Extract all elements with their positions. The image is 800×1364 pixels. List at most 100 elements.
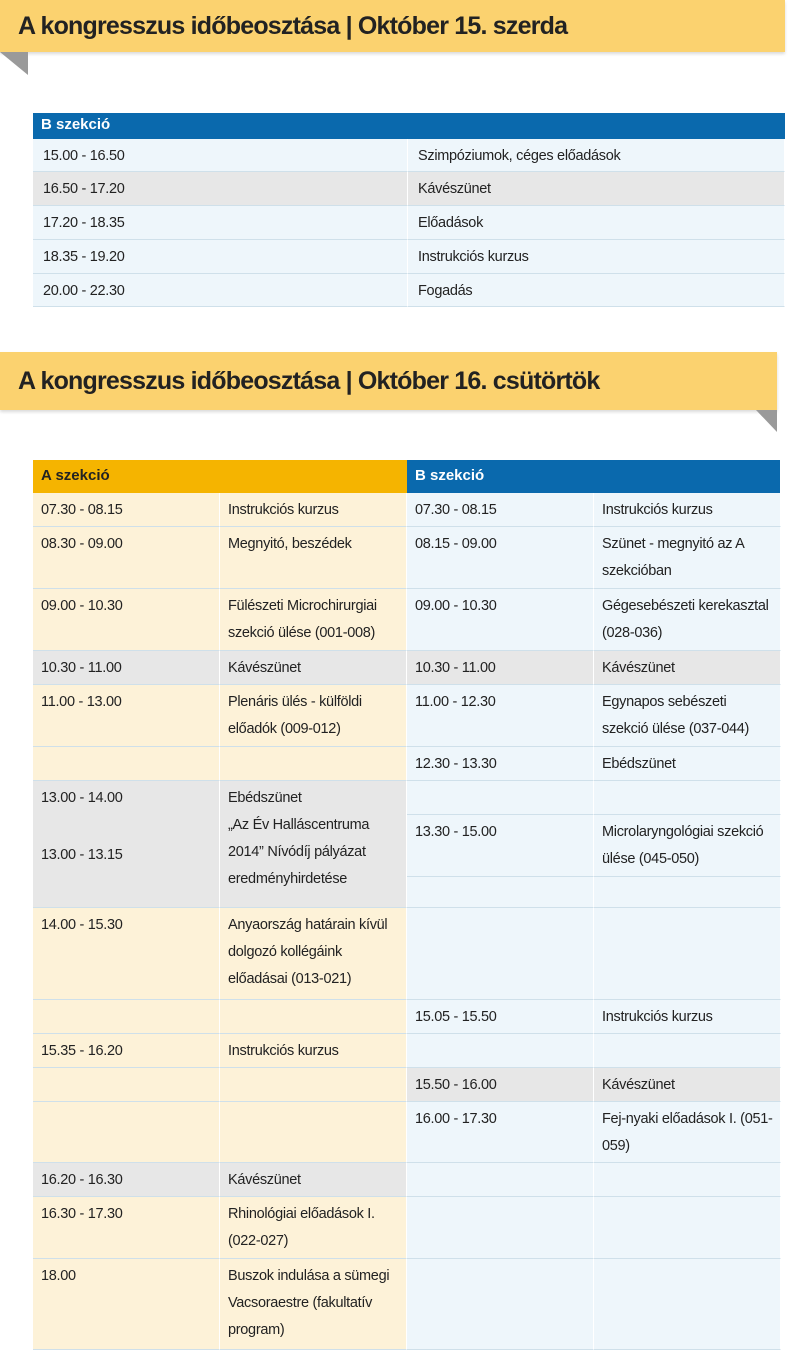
title: Instrukciós kurzus: [418, 249, 529, 265]
time: 18.35 - 19.20: [43, 249, 125, 265]
cell: [33, 527, 220, 589]
cell: [220, 493, 407, 527]
title: Ebédszünet: [228, 790, 302, 806]
cell: [407, 815, 594, 877]
cell: [594, 877, 781, 908]
time: 16.50 - 17.20: [43, 181, 125, 197]
cell: [33, 685, 220, 747]
title: Gégesebészeti kerekasztal (028-036): [602, 598, 769, 641]
cell: [594, 651, 781, 685]
cell: [33, 493, 220, 527]
cell: [594, 1259, 781, 1350]
cell: [33, 1259, 220, 1350]
cell: [220, 1034, 407, 1068]
title: Instrukciós kurzus: [228, 502, 339, 518]
cell: [594, 527, 781, 589]
title: Kávészünet: [228, 660, 301, 676]
title: Előadások: [418, 215, 484, 231]
cell: [594, 908, 781, 1000]
cell: [220, 781, 407, 908]
cell: [220, 1163, 407, 1197]
banner: A kongresszus időbeosztása | Október 15.…: [0, 0, 785, 52]
time: 13.00 - 13.15: [41, 847, 123, 863]
cell: [594, 685, 781, 747]
cell: [33, 1000, 220, 1034]
time: 15.00 - 16.50: [43, 148, 125, 164]
cell: [220, 527, 407, 589]
title: Plenáris ülés - külföldi előadók (009-01…: [228, 694, 362, 737]
cell: [407, 527, 594, 589]
cell: [408, 206, 785, 240]
cell: [407, 651, 594, 685]
cell: [33, 781, 220, 908]
section-header: B szekció: [407, 460, 780, 493]
time: 16.30 - 17.30: [41, 1206, 123, 1222]
cell: [407, 493, 594, 527]
cell: [33, 908, 220, 1000]
corner: [0, 52, 28, 75]
cell: [33, 274, 408, 307]
time: 17.20 - 18.35: [43, 215, 125, 231]
title: Szimpóziumok, céges előadások: [418, 148, 621, 164]
title: Fej-nyaki előadások I. (051-059): [602, 1111, 773, 1154]
cell: [407, 589, 594, 651]
cell: [407, 1102, 594, 1163]
title: Buszok indulása a sümegi Vacsoraestre (f…: [228, 1268, 390, 1338]
cell: [33, 651, 220, 685]
cell: [407, 1034, 594, 1068]
cell: [594, 493, 781, 527]
time: 14.00 - 15.30: [41, 917, 123, 933]
time: 08.30 - 09.00: [41, 536, 123, 552]
title: Kávészünet: [418, 181, 491, 197]
cell: [220, 651, 407, 685]
title: Egynapos sebészeti szekció ülése (037-04…: [602, 694, 750, 737]
cell: [407, 1000, 594, 1034]
cell: [33, 1163, 220, 1197]
cell: [407, 685, 594, 747]
time: 12.30 - 13.30: [415, 756, 497, 772]
title: Microlaryngológiai szekció ülése (045-05…: [602, 824, 764, 867]
cell: [407, 1259, 594, 1350]
title: Instrukciós kurzus: [602, 502, 713, 518]
cell: [594, 781, 781, 815]
cell: [407, 877, 594, 908]
cell: [220, 1197, 407, 1259]
time: 10.30 - 11.00: [415, 660, 496, 676]
time: 15.05 - 15.50: [415, 1009, 497, 1025]
cell: [594, 1102, 781, 1163]
title: Anyaország határain kívül dolgozó kollég…: [228, 917, 388, 987]
title: Rhinológiai előadások I. (022-027): [228, 1206, 375, 1249]
cell: [407, 1163, 594, 1197]
cell: [408, 172, 785, 206]
cell: [33, 172, 408, 206]
title: Ebédszünet: [602, 756, 676, 772]
cell: [594, 1068, 781, 1102]
cell: [594, 1163, 781, 1197]
cell: [594, 815, 781, 877]
time: 20.00 - 22.30: [43, 283, 125, 299]
time: 09.00 - 10.30: [41, 598, 123, 614]
cell: [220, 747, 407, 781]
title: Kávészünet: [602, 660, 675, 676]
time: 18.00: [41, 1268, 76, 1284]
section-header: B szekció: [33, 113, 785, 139]
section-header: A szekció: [33, 460, 407, 493]
cell: [220, 685, 407, 747]
title: „Az Év Halláscentruma 2014” Nívódíj pály…: [228, 817, 370, 887]
time: 07.30 - 08.15: [415, 502, 497, 518]
time: 15.35 - 16.20: [41, 1043, 123, 1059]
title: Kávészünet: [602, 1077, 675, 1093]
cell: [220, 1000, 407, 1034]
cell: [220, 1068, 407, 1102]
cell: [407, 1197, 594, 1259]
cell: [33, 206, 408, 240]
cell: [220, 1259, 407, 1350]
title: Kávészünet: [228, 1172, 301, 1188]
cell: [408, 139, 785, 172]
time: 13.00 - 14.00: [41, 790, 123, 806]
time: 07.30 - 08.15: [41, 502, 123, 518]
cell: [33, 139, 408, 172]
cell: [594, 1034, 781, 1068]
title: Instrukciós kurzus: [602, 1009, 713, 1025]
